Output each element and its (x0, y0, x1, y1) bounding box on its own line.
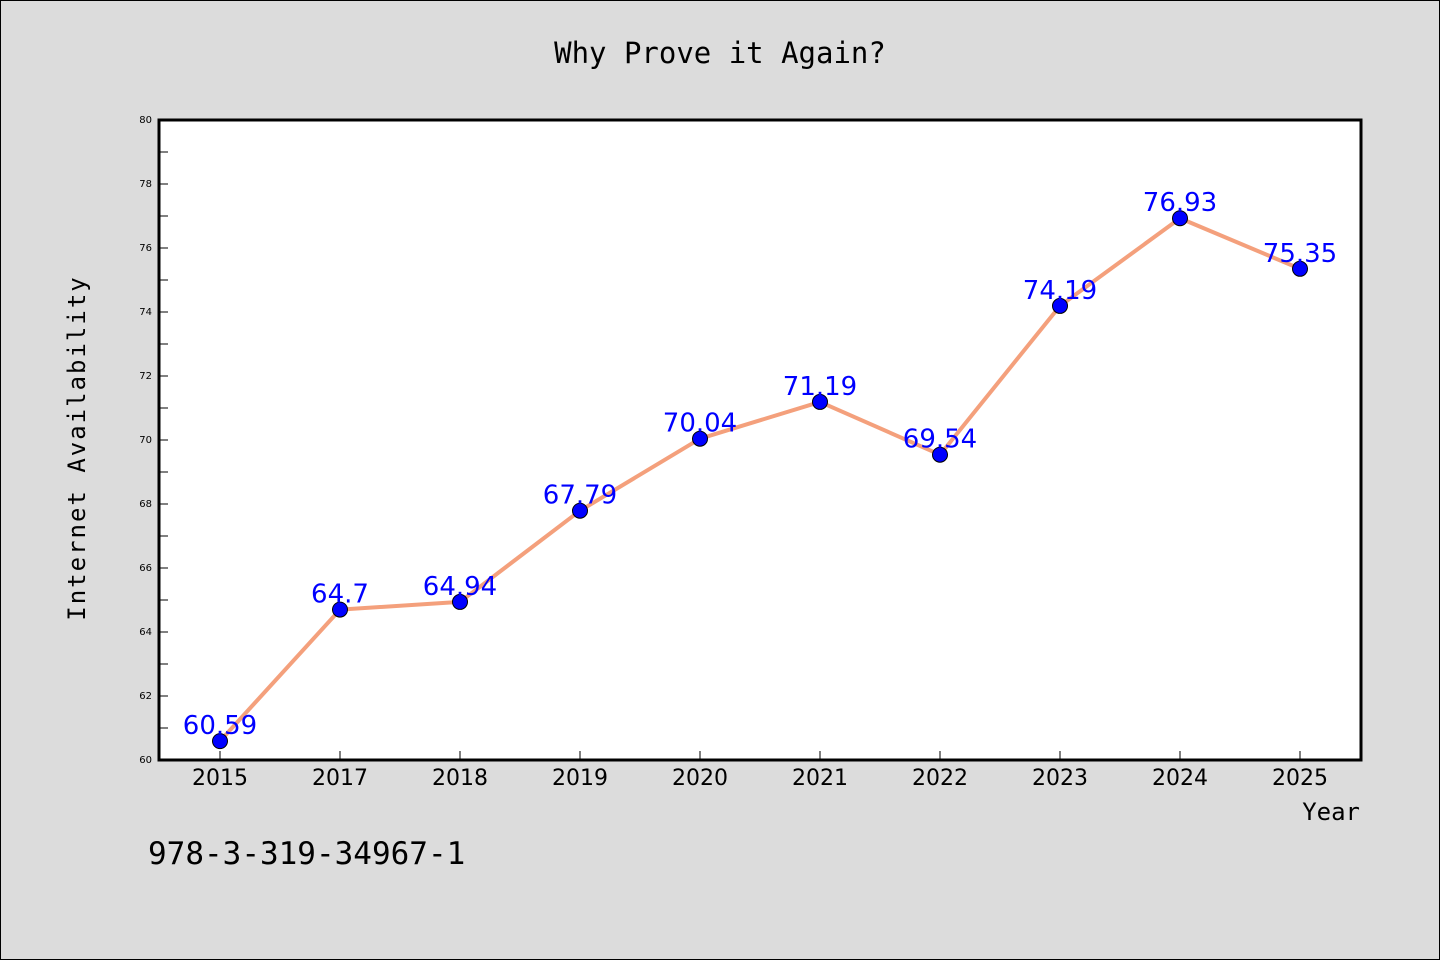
data-label: 71.19 (783, 372, 857, 402)
x-tick-label: 2020 (672, 766, 728, 791)
y-tick-label: 76 (139, 243, 152, 254)
data-label: 64.7 (311, 580, 369, 610)
data-point (572, 502, 588, 519)
x-tick-label: 2019 (552, 766, 608, 791)
y-tick-label: 70 (139, 435, 152, 446)
data-point (332, 601, 348, 618)
y-tick-label: 66 (139, 563, 152, 574)
x-tick-label: 2015 (192, 766, 248, 791)
y-tick-label: 72 (139, 371, 152, 382)
y-axis: 60 62 64 66 68 70 72 74 76 78 80 (139, 115, 168, 766)
chart-title: Why Prove it Again? (554, 36, 886, 70)
data-label: 76.93 (1143, 188, 1217, 218)
data-point (212, 733, 228, 750)
data-point (1292, 260, 1308, 277)
y-tick-label: 64 (139, 627, 152, 638)
data-label: 67.79 (543, 481, 617, 511)
data-point (692, 430, 708, 447)
x-axis: 2015 2017 2018 2019 2020 2021 2022 2023 2024 2025 (192, 751, 1328, 791)
data-label: 60.59 (183, 711, 257, 741)
y-tick-label: 78 (139, 179, 152, 190)
y-axis-label: Internet Availability (63, 275, 91, 620)
x-tick-label: 2024 (1152, 766, 1208, 791)
data-label: 70.04 (663, 409, 737, 439)
data-markers (212, 210, 1308, 750)
data-point (812, 393, 828, 410)
series-line-group (218, 216, 1301, 743)
plot-area (157, 118, 1363, 762)
data-point (1052, 297, 1068, 314)
x-tick-label: 2025 (1272, 766, 1328, 791)
x-tick-label: 2022 (912, 766, 968, 791)
data-point (1172, 210, 1188, 227)
y-tick-label: 60 (139, 755, 152, 766)
x-tick-label: 2017 (312, 766, 368, 791)
y-tick-label: 74 (139, 307, 152, 318)
y-tick-label: 62 (139, 691, 152, 702)
y-tick-label: 80 (139, 115, 152, 126)
x-axis-label: Year (1302, 798, 1360, 826)
data-label: 74.19 (1023, 276, 1097, 306)
series-line (218, 216, 1301, 743)
x-tick-label: 2023 (1032, 766, 1088, 791)
data-label: 75.35 (1263, 239, 1337, 269)
data-point (452, 593, 468, 610)
data-labels: 60.59 64.7 64.94 67.79 70.04 71.19 69.54 74.19 7… (183, 188, 1337, 741)
x-tick-label: 2018 (432, 766, 488, 791)
isbn-annotation: 978-3-319-34967-1 (148, 836, 465, 872)
data-label: 69.54 (903, 425, 977, 455)
x-tick-label: 2021 (792, 766, 848, 791)
data-point (932, 446, 948, 463)
data-label: 64.94 (423, 572, 497, 602)
y-tick-label: 68 (139, 499, 152, 510)
